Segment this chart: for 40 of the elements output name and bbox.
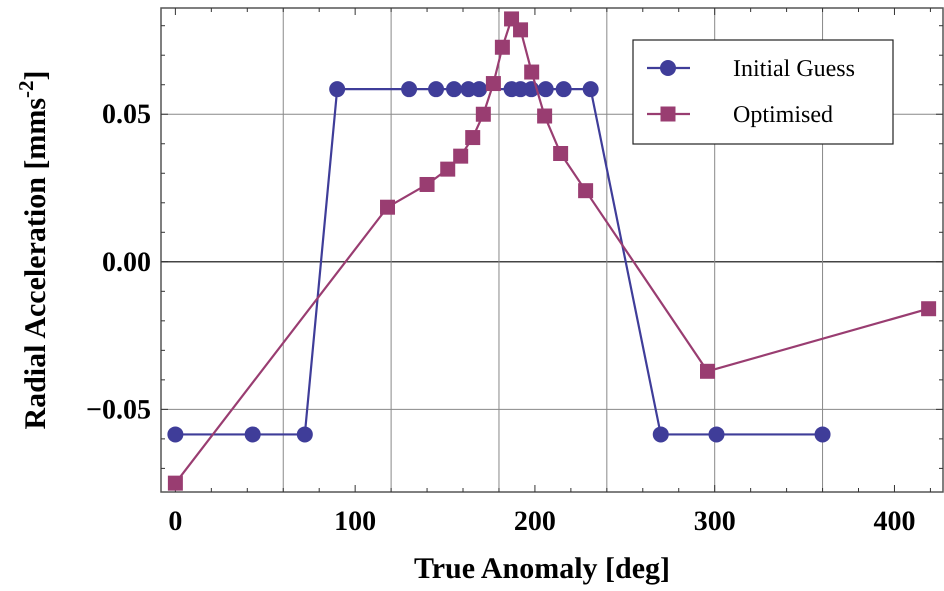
point (700, 364, 715, 379)
x-axis-title: True Anomaly [deg] (414, 552, 670, 585)
y-tick-label: 0.00 (102, 246, 151, 278)
y-tick-label: 0.05 (102, 99, 151, 130)
point (494, 40, 510, 55)
x-tick-label: 0 (168, 506, 182, 537)
point (708, 426, 724, 442)
point (428, 81, 444, 98)
y-tick-label: −0.05 (86, 394, 151, 426)
point (524, 64, 540, 80)
point (538, 81, 554, 98)
point (476, 106, 491, 122)
point (329, 81, 346, 98)
point (380, 200, 396, 215)
point (553, 146, 568, 161)
x-tick-label: 300 (694, 506, 736, 537)
legend-label: Optimised (733, 102, 833, 128)
point (814, 426, 831, 442)
point (921, 301, 936, 316)
x-tick-label: 100 (334, 506, 376, 537)
point (244, 426, 261, 442)
point (401, 81, 418, 98)
point (296, 426, 313, 442)
x-tick-label: 400 (873, 506, 916, 537)
point (465, 130, 480, 146)
point (486, 76, 501, 92)
point (582, 81, 599, 98)
point (556, 81, 572, 98)
point (652, 426, 669, 442)
point (420, 176, 435, 192)
point (440, 162, 456, 177)
legend-label: Initial Guess (733, 56, 855, 82)
x-tick-label: 200 (514, 506, 556, 537)
point (168, 476, 183, 491)
point (578, 183, 594, 198)
point (513, 22, 528, 38)
point (453, 148, 468, 164)
point (167, 426, 184, 442)
point (446, 81, 462, 98)
point (537, 108, 552, 124)
